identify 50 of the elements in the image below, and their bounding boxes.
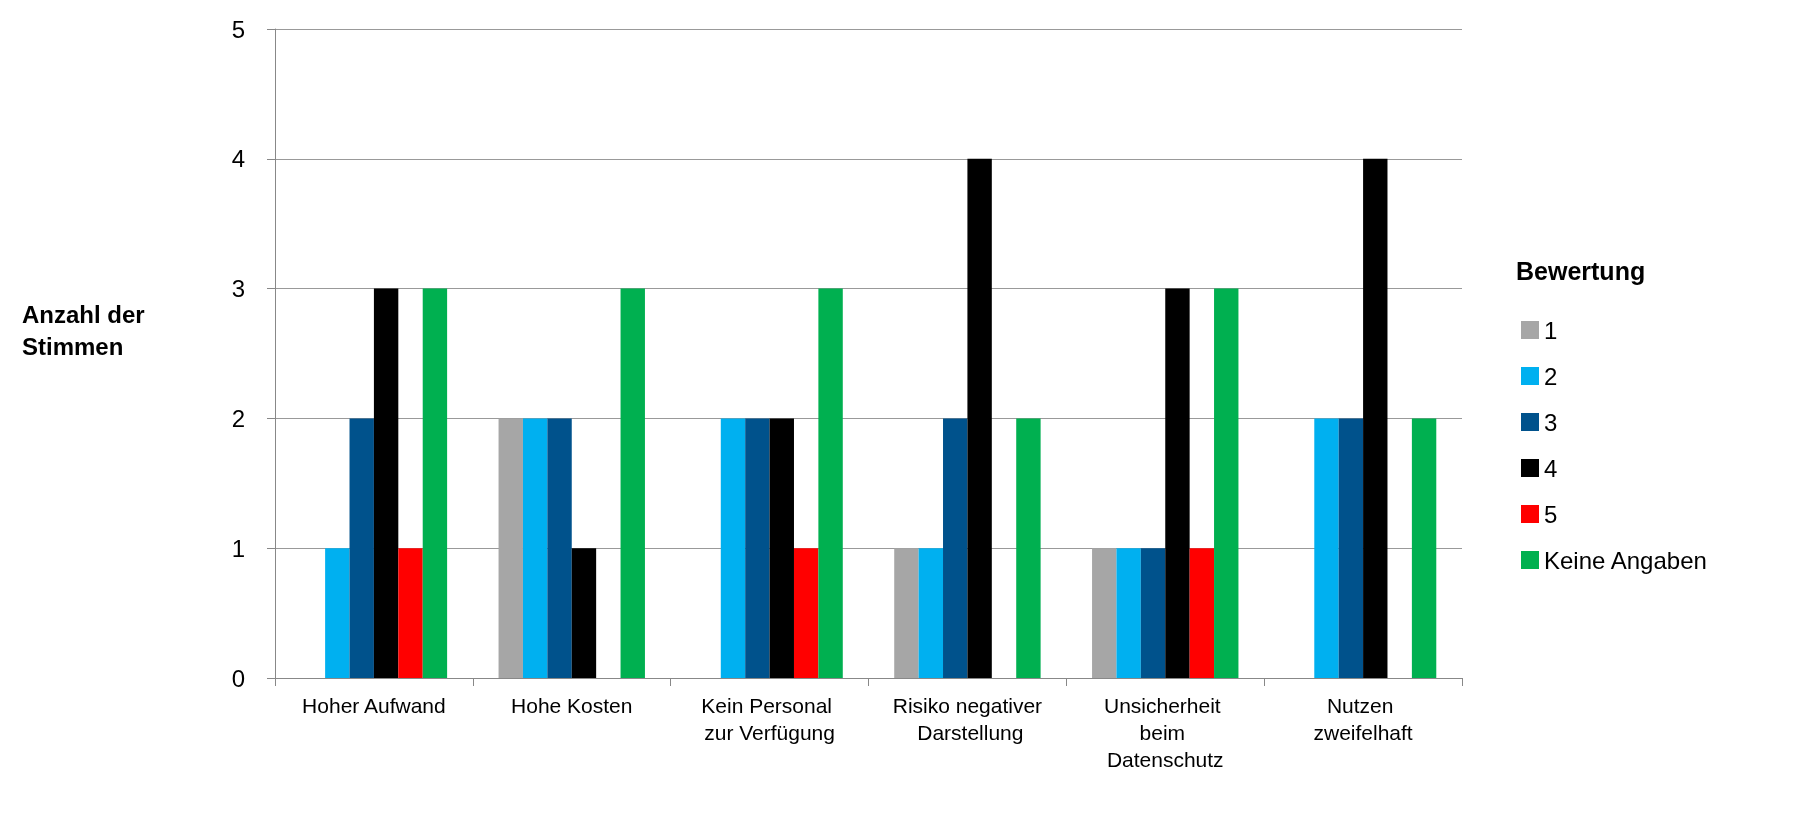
y-tick-label: 2 bbox=[231, 404, 245, 432]
bar bbox=[967, 158, 992, 678]
bar bbox=[1214, 288, 1239, 678]
y-axis-title: Anzahl der Stimmen bbox=[22, 300, 145, 360]
bar bbox=[373, 288, 399, 678]
bar bbox=[1165, 288, 1190, 678]
bar bbox=[1140, 548, 1166, 678]
bar bbox=[325, 548, 350, 678]
bar bbox=[894, 548, 919, 678]
bar bbox=[422, 288, 448, 678]
y-tick-label: 1 bbox=[231, 534, 245, 562]
bar bbox=[547, 418, 572, 678]
x-tick-label: Hoher Aufwand bbox=[302, 694, 446, 717]
x-tick-label: Kein Personal zur Verfügung bbox=[701, 694, 838, 744]
bar bbox=[745, 418, 770, 678]
bar bbox=[349, 418, 374, 678]
bar bbox=[1016, 418, 1041, 678]
bar bbox=[818, 288, 843, 678]
x-tick-label: Hohe Kosten bbox=[511, 694, 633, 717]
bar bbox=[769, 418, 794, 678]
x-tick-label: Risiko negativer Darstellung bbox=[892, 694, 1043, 744]
bar bbox=[498, 418, 523, 678]
legend-label: 4 bbox=[1544, 454, 1558, 482]
legend-label: 1 bbox=[1544, 316, 1558, 344]
y-tick-label: 4 bbox=[231, 145, 245, 173]
bar bbox=[398, 548, 423, 678]
legend-title: Bewertung bbox=[1516, 256, 1646, 285]
bar bbox=[943, 418, 968, 678]
y-tick-label: 3 bbox=[231, 275, 245, 303]
bar bbox=[1092, 548, 1117, 678]
bar bbox=[522, 418, 548, 678]
legend-label: Keine Angaben bbox=[1544, 546, 1707, 574]
bar bbox=[918, 548, 944, 678]
legend-label: 3 bbox=[1544, 408, 1558, 436]
bar bbox=[1338, 418, 1364, 678]
bar bbox=[1411, 418, 1437, 678]
legend-label: 5 bbox=[1544, 500, 1558, 528]
bar bbox=[571, 548, 597, 678]
x-tick-label: Nutzen zweifelhaft bbox=[1313, 694, 1413, 744]
bar bbox=[1363, 158, 1388, 678]
bar bbox=[620, 288, 645, 678]
legend-label: 2 bbox=[1544, 362, 1558, 390]
x-tick-label: Unsicherheit beim Datenschutz bbox=[1103, 694, 1227, 771]
bar bbox=[1116, 548, 1141, 678]
bar bbox=[1314, 418, 1339, 678]
y-tick-label: 5 bbox=[231, 15, 245, 43]
bar bbox=[1189, 548, 1215, 678]
bar bbox=[793, 548, 819, 678]
bar bbox=[720, 418, 746, 678]
y-tick-label: 0 bbox=[231, 664, 245, 692]
